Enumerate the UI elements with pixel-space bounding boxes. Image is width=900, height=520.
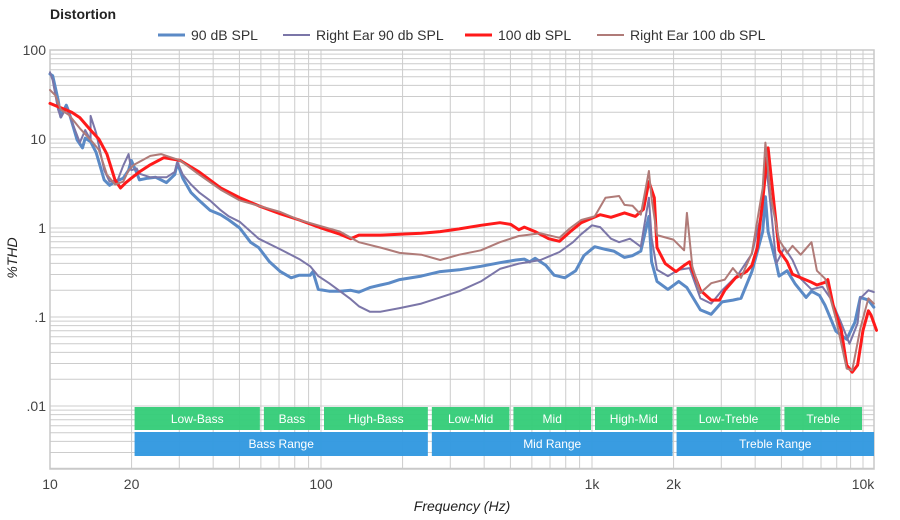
y-tick-label: 10 xyxy=(30,131,46,147)
x-axis-label: Frequency (Hz) xyxy=(414,498,510,514)
x-tick-label: 10k xyxy=(852,476,876,492)
series-lines xyxy=(48,71,878,374)
axis-ticks: 10 20 100 1k 2k 10k 100 10 1 .1 .01 xyxy=(23,42,876,492)
x-tick-label: 10 xyxy=(42,476,58,492)
band-low-mid xyxy=(431,407,510,430)
band-label: Mid xyxy=(543,412,562,426)
band-treble-range xyxy=(676,432,874,456)
series-line-right-ear-90-db-spl xyxy=(49,71,875,345)
band-low-treble xyxy=(676,407,781,430)
band-bass-range xyxy=(134,432,428,456)
series-line-right-ear-100-db-spl xyxy=(49,89,875,372)
band-label: Bass Range xyxy=(249,437,315,451)
band-label: Treble xyxy=(806,412,840,426)
legend-label: 90 dB SPL xyxy=(191,27,258,43)
band-mid xyxy=(513,407,591,430)
band-bass xyxy=(263,407,320,430)
band-high-mid xyxy=(595,407,673,430)
plot-border xyxy=(49,49,875,470)
band-label: Low-Bass xyxy=(171,412,224,426)
band-label: Low-Treble xyxy=(699,412,759,426)
legend-label: 100 db SPL xyxy=(498,27,571,43)
y-tick-label: 1 xyxy=(38,220,46,236)
chart-title: Distortion xyxy=(50,6,116,22)
series-line-100-db-spl xyxy=(48,101,878,374)
y-tick-label: 100 xyxy=(23,42,47,58)
legend-label: Right Ear 90 db SPL xyxy=(316,27,444,43)
band-label: Treble Range xyxy=(739,437,812,451)
band-treble xyxy=(784,407,862,430)
band-mid-range xyxy=(431,432,673,456)
x-tick-label: 100 xyxy=(309,476,333,492)
legend: 90 dB SPL Right Ear 90 db SPL 100 db SPL Ri… xyxy=(158,27,766,43)
band-label: Bass xyxy=(279,412,306,426)
band-label: Low-Mid xyxy=(448,412,493,426)
legend-label: Right Ear 100 db SPL xyxy=(630,27,766,43)
x-tick-label: 2k xyxy=(666,476,682,492)
series-line-90-db-spl xyxy=(48,72,876,341)
frequency-bands: Low-Bass Bass High-Bass Low-Mid Mid High-Mid L… xyxy=(134,407,874,456)
band-low-bass xyxy=(134,407,260,430)
x-tick-label: 20 xyxy=(124,476,140,492)
y-axis-label: %THD xyxy=(4,237,20,278)
x-tick-label: 1k xyxy=(585,476,601,492)
y-tick-label: .01 xyxy=(27,398,47,414)
band-high-bass xyxy=(324,407,428,430)
band-label: High-Mid xyxy=(610,412,658,426)
band-label: High-Bass xyxy=(348,412,403,426)
grid xyxy=(49,49,875,470)
band-label: Mid Range xyxy=(523,437,581,451)
y-tick-label: .1 xyxy=(34,309,46,325)
